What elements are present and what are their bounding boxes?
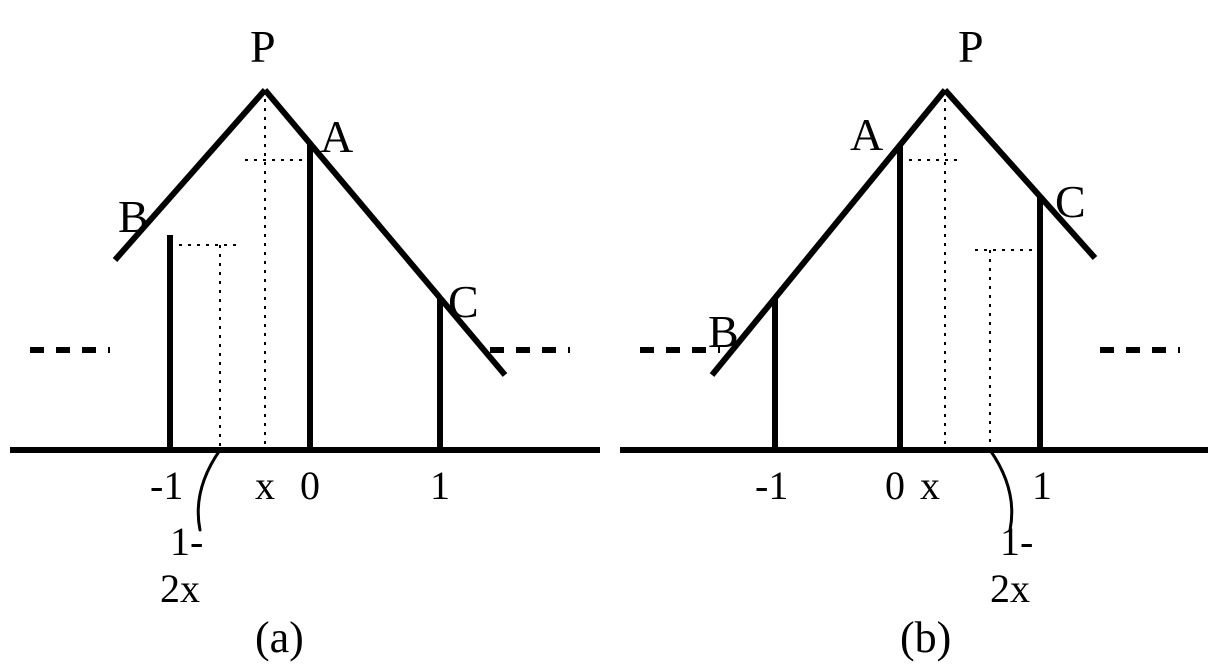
tick-one-a: 1 [430,462,450,509]
tick-one-b: 1 [1032,462,1052,509]
label-B-b: B [708,305,739,358]
label-A-b: A [850,108,883,161]
label-P-b: P [958,20,984,73]
tick-zero-b: 0 [885,462,905,509]
tick-neg1-a: -1 [150,462,183,509]
tick-neg1-b: -1 [755,462,788,509]
label-C-a: C [448,275,479,328]
annot-line1-a: 1- [170,518,203,565]
caption-b: (b) [900,612,951,663]
tick-x-b: x [920,462,940,509]
label-C-b: C [1055,175,1086,228]
tick-x-a: x [255,462,275,509]
label-A-a: A [320,110,353,163]
diagram-stage: P A B C -1 x 0 1 1- 2x (a) P A B C -1 x … [0,0,1218,670]
tick-zero-a: 0 [300,462,320,509]
caption-a: (a) [255,612,304,663]
annot-line2-a: 2x [160,565,200,612]
label-B-a: B [118,190,149,243]
annot-line2-b: 2x [990,565,1030,612]
annot-line1-b: 1- [1000,518,1033,565]
label-P-a: P [250,20,276,73]
